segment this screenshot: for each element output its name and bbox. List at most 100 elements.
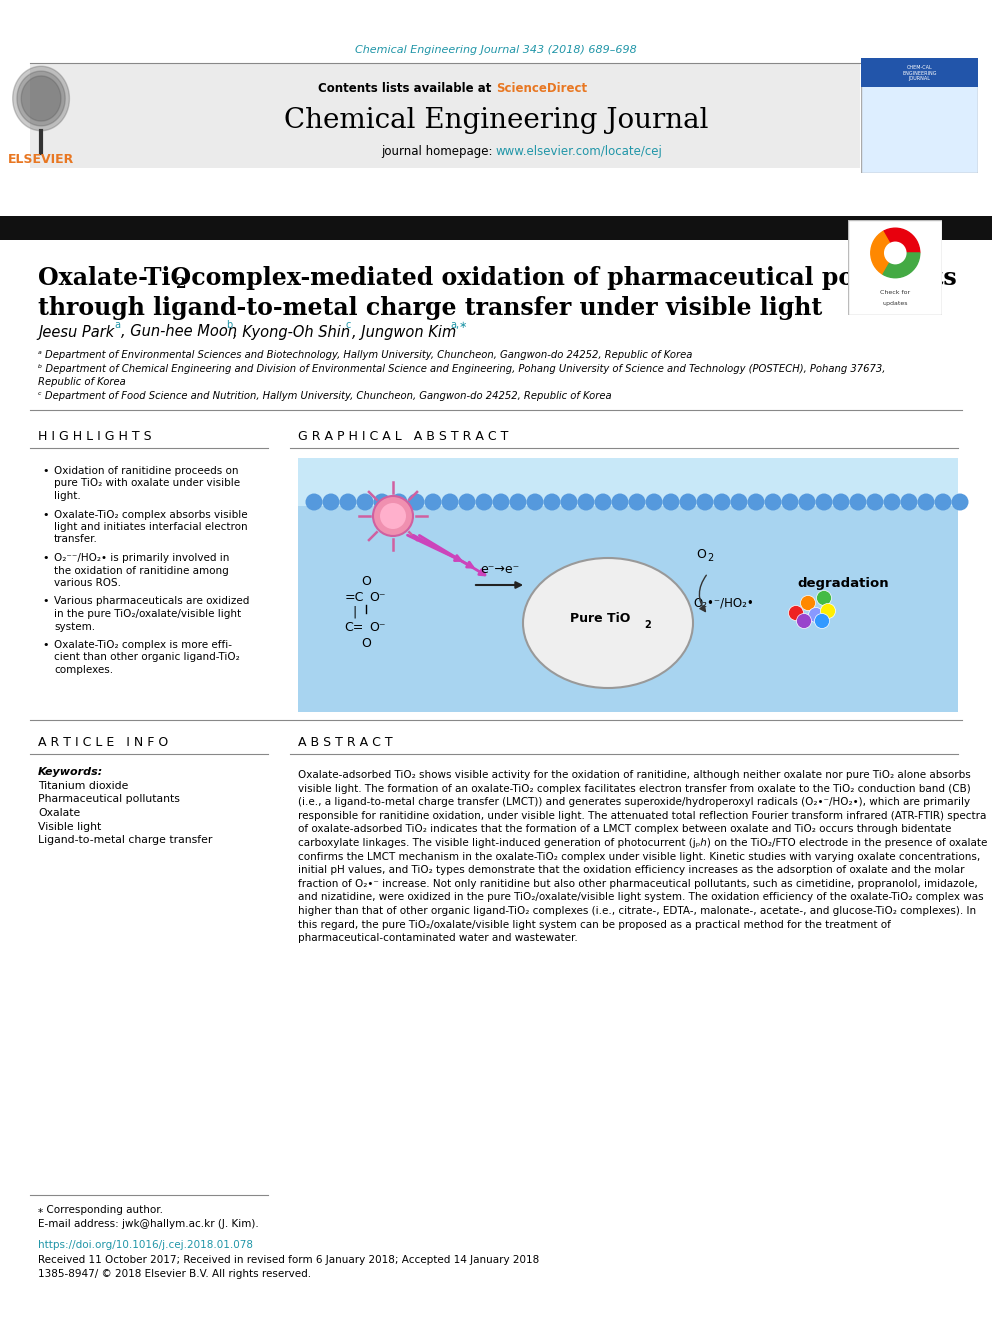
Text: Oxalate-adsorbed TiO₂ shows visible activity for the oxidation of ranitidine, al: Oxalate-adsorbed TiO₂ shows visible acti… — [298, 770, 987, 943]
Circle shape — [797, 614, 811, 628]
Circle shape — [808, 607, 823, 623]
Text: E-mail address: jwk@hallym.ac.kr (J. Kim).: E-mail address: jwk@hallym.ac.kr (J. Kim… — [38, 1218, 259, 1229]
Circle shape — [425, 493, 441, 511]
Circle shape — [801, 595, 815, 610]
Text: the oxidation of ranitidine among: the oxidation of ranitidine among — [54, 565, 229, 576]
Text: G R A P H I C A L   A B S T R A C T: G R A P H I C A L A B S T R A C T — [298, 430, 508, 442]
Text: •: • — [42, 553, 49, 564]
Circle shape — [646, 493, 663, 511]
Circle shape — [629, 493, 646, 511]
Text: O⁻: O⁻ — [370, 591, 386, 605]
Text: Oxalate-TiO: Oxalate-TiO — [38, 266, 191, 290]
Text: Pure TiO: Pure TiO — [569, 613, 630, 626]
Text: a,∗: a,∗ — [450, 320, 467, 329]
Circle shape — [391, 493, 408, 511]
Text: C=: C= — [344, 620, 364, 634]
Circle shape — [748, 493, 765, 511]
Circle shape — [713, 493, 730, 511]
Polygon shape — [17, 71, 65, 126]
Circle shape — [832, 493, 849, 511]
Text: e⁻→e⁻: e⁻→e⁻ — [480, 564, 519, 576]
Text: •: • — [42, 597, 49, 606]
Text: 1385-8947/ © 2018 Elsevier B.V. All rights reserved.: 1385-8947/ © 2018 Elsevier B.V. All righ… — [38, 1269, 311, 1279]
Text: , Gun-hee Moon: , Gun-hee Moon — [121, 324, 237, 340]
Circle shape — [815, 493, 832, 511]
Text: various ROS.: various ROS. — [54, 578, 121, 587]
Text: light and initiates interfacial electron: light and initiates interfacial electron — [54, 523, 248, 532]
Text: transfer.: transfer. — [54, 534, 98, 545]
Wedge shape — [883, 228, 920, 253]
Text: degradation: degradation — [798, 577, 889, 590]
Circle shape — [560, 493, 577, 511]
Text: https://doi.org/10.1016/j.cej.2018.01.078: https://doi.org/10.1016/j.cej.2018.01.07… — [38, 1240, 253, 1250]
Text: A B S T R A C T: A B S T R A C T — [298, 736, 393, 749]
Circle shape — [696, 493, 713, 511]
Text: Ligand-to-metal charge transfer: Ligand-to-metal charge transfer — [38, 835, 212, 845]
Text: O₂•⁻/HO₂•: O₂•⁻/HO₂• — [693, 597, 754, 610]
Circle shape — [663, 493, 680, 511]
Circle shape — [611, 493, 629, 511]
FancyBboxPatch shape — [848, 220, 942, 315]
Text: updates: updates — [883, 300, 908, 306]
Wedge shape — [883, 253, 920, 278]
Circle shape — [789, 606, 804, 620]
Text: complex-mediated oxidation of pharmaceutical pollutants: complex-mediated oxidation of pharmaceut… — [183, 266, 956, 290]
Text: ⁎ Corresponding author.: ⁎ Corresponding author. — [38, 1205, 163, 1215]
Polygon shape — [21, 75, 61, 122]
Circle shape — [918, 493, 934, 511]
Text: =C: =C — [344, 591, 364, 605]
Circle shape — [339, 493, 356, 511]
Wedge shape — [871, 232, 895, 274]
FancyBboxPatch shape — [30, 64, 860, 168]
Text: Various pharmaceuticals are oxidized: Various pharmaceuticals are oxidized — [54, 597, 249, 606]
Text: Pharmaceutical pollutants: Pharmaceutical pollutants — [38, 795, 180, 804]
Circle shape — [380, 503, 406, 529]
Circle shape — [527, 493, 544, 511]
Text: in the pure TiO₂/oxalate/visible light: in the pure TiO₂/oxalate/visible light — [54, 609, 241, 619]
Circle shape — [884, 242, 907, 265]
Text: Republic of Korea: Republic of Korea — [38, 377, 126, 388]
Text: O: O — [361, 636, 371, 650]
Text: CHEM-CAL
ENGINEERING
JOURNAL: CHEM-CAL ENGINEERING JOURNAL — [903, 65, 936, 82]
Text: , Kyong-Oh Shin: , Kyong-Oh Shin — [233, 324, 350, 340]
Text: 2: 2 — [176, 277, 186, 291]
Text: Titanium dioxide: Titanium dioxide — [38, 781, 128, 791]
Circle shape — [492, 493, 510, 511]
Text: journal homepage:: journal homepage: — [381, 146, 496, 159]
Circle shape — [322, 493, 339, 511]
Text: Jeesu Park: Jeesu Park — [38, 324, 114, 340]
Circle shape — [680, 493, 696, 511]
Circle shape — [782, 493, 799, 511]
Circle shape — [765, 493, 782, 511]
Text: ᶜ Department of Food Science and Nutrition, Hallym University, Chuncheon, Gangwo: ᶜ Department of Food Science and Nutriti… — [38, 392, 612, 401]
Circle shape — [849, 493, 866, 511]
Ellipse shape — [523, 558, 693, 688]
Text: ᵃ Department of Environmental Sciences and Biotechnology, Hallym University, Chu: ᵃ Department of Environmental Sciences a… — [38, 351, 692, 360]
Text: Oxidation of ranitidine proceeds on: Oxidation of ranitidine proceeds on — [54, 466, 238, 476]
Text: Chemical Engineering Journal 343 (2018) 689–698: Chemical Engineering Journal 343 (2018) … — [355, 45, 637, 56]
FancyBboxPatch shape — [861, 58, 978, 87]
FancyBboxPatch shape — [298, 505, 958, 712]
Circle shape — [730, 493, 748, 511]
Circle shape — [799, 493, 815, 511]
Text: O: O — [361, 576, 371, 587]
Circle shape — [884, 493, 901, 511]
FancyBboxPatch shape — [861, 58, 978, 173]
Text: pure TiO₂ with oxalate under visible: pure TiO₂ with oxalate under visible — [54, 479, 240, 488]
Text: , Jungwon Kim: , Jungwon Kim — [352, 324, 456, 340]
Text: www.elsevier.com/locate/cej: www.elsevier.com/locate/cej — [496, 146, 663, 159]
Text: Oxalate-TiO₂ complex absorbs visible: Oxalate-TiO₂ complex absorbs visible — [54, 509, 248, 520]
Circle shape — [510, 493, 527, 511]
Text: H I G H L I G H T S: H I G H L I G H T S — [38, 430, 152, 442]
Text: •: • — [42, 640, 49, 650]
Circle shape — [356, 493, 374, 511]
Circle shape — [408, 493, 425, 511]
Circle shape — [306, 493, 322, 511]
Text: Check for: Check for — [880, 290, 911, 295]
Text: O: O — [696, 549, 706, 561]
Text: ScienceDirect: ScienceDirect — [496, 82, 587, 94]
Text: 2: 2 — [707, 553, 713, 564]
Text: ᵇ Department of Chemical Engineering and Division of Environmental Science and E: ᵇ Department of Chemical Engineering and… — [38, 364, 886, 374]
Text: Keywords:: Keywords: — [38, 767, 103, 777]
Circle shape — [544, 493, 560, 511]
